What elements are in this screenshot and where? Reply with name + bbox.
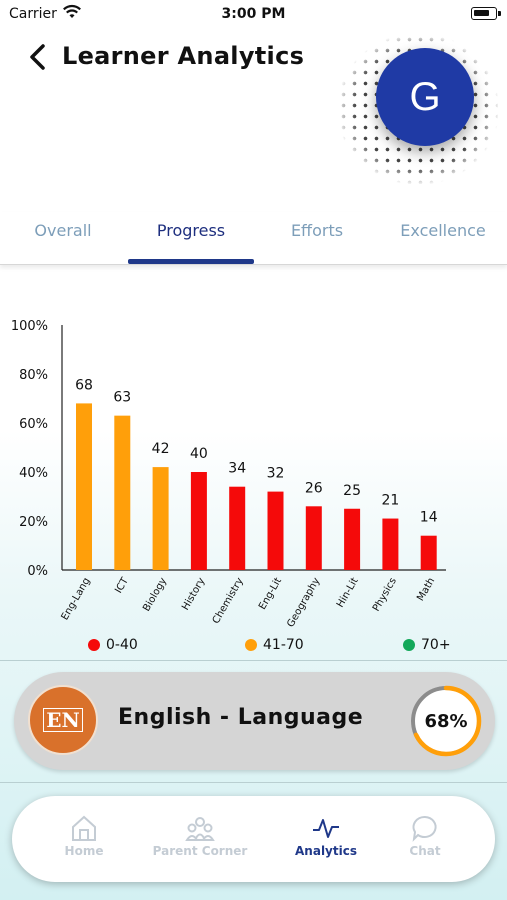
x-tick-label: Eng-Lang [60, 576, 93, 622]
x-tick-label: History [180, 576, 207, 612]
tab-overall[interactable]: Overall [34, 221, 92, 240]
chart-bar [344, 508, 361, 570]
x-tick-label: Eng-Lit [257, 576, 284, 612]
chart-bar [152, 467, 169, 570]
people-icon [185, 817, 215, 841]
chart-bar [267, 491, 284, 570]
y-tick-label: 0% [27, 564, 48, 579]
chart-bar [305, 506, 322, 570]
page-title: Learner Analytics [62, 42, 305, 70]
subject-progress-ring [410, 685, 482, 757]
active-tab-indicator [128, 259, 254, 264]
x-tick-label: Geography [285, 576, 322, 629]
progress-bar-chart: 0% 20% 40% 60% 80% 100% 68 Eng-Lang 63 ICT 42 Biolo… [11, 319, 446, 629]
status-bar: Carrier 3:00 PM [0, 0, 507, 30]
x-tick-label: Biology [141, 576, 169, 614]
avatar[interactable]: G [376, 48, 474, 146]
bar-value-label: 14 [420, 510, 438, 526]
bar-value-label: 68 [75, 377, 93, 393]
chat-icon [412, 815, 437, 842]
legend-dot-low [88, 639, 100, 651]
battery-icon [471, 7, 497, 20]
nav-analytics[interactable]: Analytics [290, 814, 362, 858]
wifi-icon [63, 4, 81, 18]
divider [0, 660, 507, 661]
bar-value-label: 21 [381, 493, 399, 509]
subject-card[interactable]: EN English - Language 68% [14, 672, 495, 770]
y-tick-label: 80% [19, 368, 48, 383]
nav-home[interactable]: Home [52, 814, 116, 858]
chart-bar [114, 415, 131, 570]
legend-label-low: 0-40 [106, 637, 138, 653]
x-tick-label: Math [415, 576, 437, 603]
back-button-icon[interactable] [24, 42, 54, 72]
subject-name: English - Language [118, 705, 364, 730]
carrier-label: Carrier [9, 6, 57, 22]
bar-value-label: 25 [343, 483, 361, 499]
header: Learner Analytics G [0, 30, 507, 190]
nav-parent-corner-label: Parent Corner [152, 844, 248, 858]
tab-excellence[interactable]: Excellence [400, 221, 486, 240]
legend-dot-mid [245, 639, 257, 651]
y-tick-label: 20% [19, 515, 48, 530]
bar-value-label: 42 [152, 441, 170, 457]
chart-bar [229, 486, 246, 570]
divider [0, 782, 507, 783]
subject-badge-text: EN [43, 708, 83, 732]
nav-analytics-label: Analytics [295, 844, 357, 858]
y-tick-label: 60% [19, 417, 48, 432]
legend-item-high: 70+ [403, 636, 451, 654]
legend-label-high: 70+ [421, 637, 451, 653]
chart-bar [382, 518, 399, 570]
x-tick-label: ICT [113, 575, 131, 595]
x-tick-label: Physics [371, 576, 399, 614]
battery-tip [498, 11, 501, 16]
x-tick-label: Chemistry [211, 576, 246, 626]
bottom-nav: Home Parent Corner Analytics Chat [12, 796, 495, 882]
bar-value-label: 32 [267, 466, 285, 482]
nav-chat[interactable]: Chat [400, 814, 450, 858]
chart-bar [420, 535, 437, 570]
tab-progress[interactable]: Progress [156, 221, 226, 240]
nav-home-label: Home [64, 844, 104, 858]
x-tick-label: Hin-Lit [335, 576, 361, 610]
nav-parent-corner[interactable]: Parent Corner [150, 814, 250, 858]
subject-percent: 68% [424, 710, 468, 732]
analytics-tabs: Overall Progress Efforts Excellence [0, 212, 507, 265]
tab-efforts[interactable]: Efforts [290, 221, 344, 240]
nav-chat-label: Chat [409, 844, 441, 858]
home-icon [72, 815, 96, 841]
bar-value-label: 34 [228, 461, 246, 477]
progress-chart: 0% 20% 40% 60% 80% 100% 68 Eng-Lang 63 ICT 42 Biolo… [0, 300, 507, 630]
subject-badge-icon: EN [28, 685, 98, 755]
bar-value-label: 26 [305, 480, 323, 496]
analytics-icon [313, 819, 339, 838]
bar-value-label: 63 [113, 390, 131, 406]
y-tick-label: 100% [11, 319, 48, 334]
legend-item-low: 0-40 [88, 636, 138, 654]
bar-value-label: 40 [190, 446, 208, 462]
legend-dot-high [403, 639, 415, 651]
legend-item-mid: 41-70 [245, 636, 304, 654]
legend-label-mid: 41-70 [263, 637, 304, 653]
y-tick-label: 40% [19, 466, 48, 481]
chart-bar [76, 403, 92, 570]
status-time: 3:00 PM [221, 6, 286, 22]
chart-bar [190, 472, 207, 570]
